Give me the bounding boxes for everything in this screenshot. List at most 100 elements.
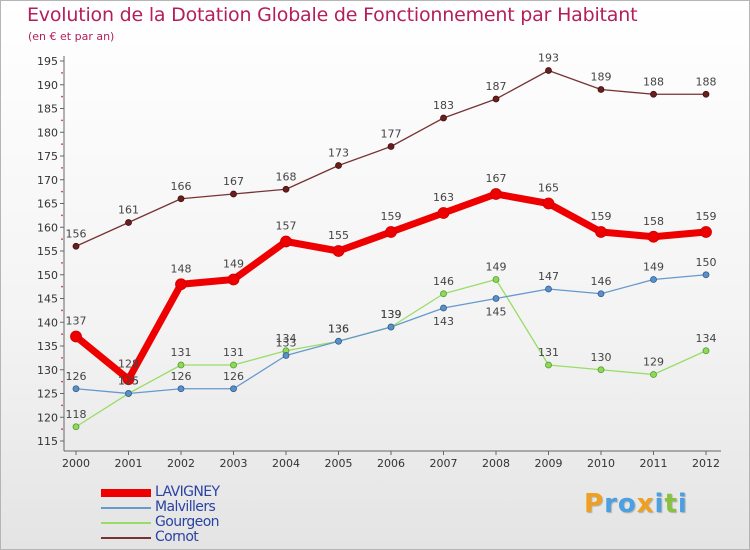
data-label-cornot: 168 <box>276 170 297 183</box>
data-label-cornot: 193 <box>538 52 559 65</box>
y-tick-label: 150 <box>37 269 58 282</box>
data-label-gourgeon: 131 <box>171 346 192 359</box>
legend-item-cornot: Cornot <box>101 529 361 545</box>
point-cornot <box>335 162 342 169</box>
y-minor-tick <box>61 143 63 146</box>
logo-letter: P <box>584 489 605 519</box>
point-gourgeon <box>492 276 500 283</box>
data-label-gourgeon: 131 <box>538 346 559 359</box>
point-malvillers <box>545 285 552 293</box>
point-cornot <box>282 185 290 193</box>
point-lavigney <box>70 330 82 343</box>
data-label-gourgeon: 134 <box>276 332 297 345</box>
y-tick-label: 135 <box>37 340 58 353</box>
data-label-malvillers: 136 <box>328 322 349 335</box>
logo-letter: r <box>604 489 618 519</box>
y-tick-label: 125 <box>37 388 58 401</box>
data-label-gourgeon: 134 <box>696 332 717 345</box>
point-cornot <box>72 242 80 250</box>
y-tick-label: 120 <box>37 411 58 424</box>
data-label-gourgeon: 136 <box>328 322 349 335</box>
logo-letter: o <box>617 489 637 519</box>
y-tick-label: 115 <box>37 435 58 448</box>
y-minor-tick <box>61 119 63 122</box>
y-minor-tick <box>61 309 63 312</box>
point-cornot <box>387 143 395 150</box>
data-label-malvillers: 126 <box>171 370 192 383</box>
y-tick-label: 170 <box>37 174 58 187</box>
legend-swatch-gourgeon <box>101 522 151 524</box>
point-cornot <box>545 67 552 74</box>
point-lavigney <box>542 197 555 210</box>
point-gourgeon <box>72 423 80 431</box>
point-malvillers <box>650 276 657 283</box>
legend-label-lavigney: LAVIGNEY <box>155 484 220 500</box>
legend-swatch-lavigney <box>101 489 151 497</box>
point-cornot <box>125 219 132 226</box>
point-cornot <box>440 114 447 122</box>
y-minor-tick <box>61 71 63 74</box>
x-tick-label: 2010 <box>587 457 615 470</box>
point-cornot <box>597 86 605 93</box>
y-minor-tick <box>61 333 63 336</box>
point-gourgeon <box>545 361 552 369</box>
point-malvillers <box>597 290 605 298</box>
data-label-lavigney: 137 <box>66 315 87 328</box>
data-label-gourgeon: 129 <box>643 356 664 369</box>
x-tick-label: 2005 <box>325 457 353 470</box>
point-lavigney <box>332 245 345 257</box>
data-label-malvillers: 145 <box>486 306 507 319</box>
x-tick-label: 2001 <box>115 457 143 470</box>
point-gourgeon <box>702 347 710 355</box>
legend: LAVIGNEY Malvillers Gourgeon Cornot <box>101 484 361 545</box>
x-tick-label: 2006 <box>377 457 405 470</box>
data-label-gourgeon: 139 <box>381 308 402 321</box>
point-malvillers <box>387 323 395 331</box>
point-gourgeon <box>177 361 185 369</box>
data-label-lavigney: 149 <box>223 258 244 271</box>
y-minor-tick <box>61 190 63 193</box>
x-tick-label: 2003 <box>220 457 248 470</box>
y-tick-label: 160 <box>37 221 58 234</box>
point-lavigney <box>227 273 240 286</box>
data-label-lavigney: 128 <box>118 357 139 370</box>
y-minor-tick <box>61 356 63 359</box>
data-label-malvillers: 150 <box>696 256 717 269</box>
point-lavigney <box>122 373 135 386</box>
legend-item-gourgeon: Gourgeon <box>101 514 361 530</box>
point-lavigney <box>385 226 397 238</box>
data-label-gourgeon: 130 <box>591 351 612 364</box>
x-tick-label: 2009 <box>535 457 563 470</box>
y-minor-tick <box>61 95 63 98</box>
y-tick-label: 130 <box>37 364 58 377</box>
data-label-malvillers: 147 <box>538 270 559 283</box>
y-tick-label: 140 <box>37 316 58 329</box>
point-cornot <box>230 190 237 198</box>
data-label-gourgeon: 131 <box>223 346 244 359</box>
point-cornot <box>177 195 185 203</box>
data-label-malvillers: 126 <box>223 370 244 383</box>
legend-label-malvillers: Malvillers <box>155 499 216 515</box>
y-tick-label: 190 <box>37 79 58 92</box>
data-label-cornot: 167 <box>223 175 244 188</box>
x-tick-label: 2004 <box>272 457 300 470</box>
point-malvillers <box>282 352 290 359</box>
point-gourgeon <box>597 366 605 374</box>
data-label-lavigney: 157 <box>276 220 297 233</box>
y-minor-tick <box>61 428 63 431</box>
y-tick-label: 165 <box>37 198 58 211</box>
y-minor-tick <box>61 261 63 264</box>
x-tick-label: 2012 <box>692 457 720 470</box>
legend-item-lavigney: LAVIGNEY <box>101 484 361 500</box>
point-lavigney <box>175 278 187 291</box>
legend-label-gourgeon: Gourgeon <box>155 514 220 530</box>
proxiti-logo: Proxiti <box>584 489 688 519</box>
y-minor-tick <box>61 214 63 217</box>
data-label-malvillers: 125 <box>118 375 139 388</box>
y-tick-label: 155 <box>37 245 58 258</box>
point-cornot <box>702 90 710 98</box>
x-tick-label: 2000 <box>62 457 90 470</box>
y-tick-label: 175 <box>37 150 58 163</box>
data-label-malvillers: 126 <box>66 370 87 383</box>
